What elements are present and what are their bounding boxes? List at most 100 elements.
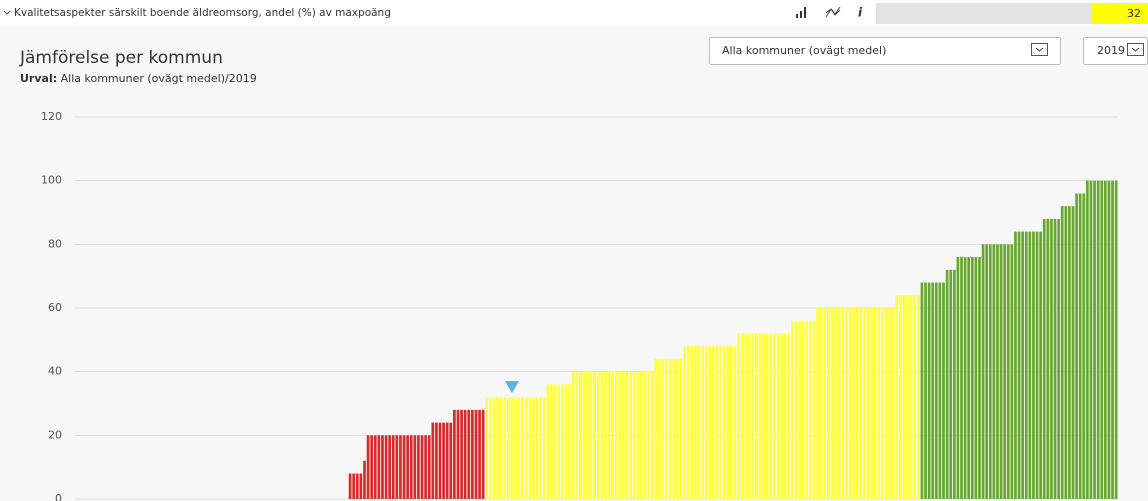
bar <box>859 308 863 499</box>
bar <box>1068 206 1071 499</box>
bar <box>798 320 802 499</box>
bar <box>355 473 359 499</box>
bar <box>366 435 370 499</box>
bar <box>640 371 643 499</box>
bar <box>758 333 762 499</box>
bar <box>1028 231 1032 499</box>
bar <box>1050 218 1053 499</box>
bar <box>1003 244 1007 499</box>
year-text: 2019 <box>1097 44 1125 57</box>
bar <box>481 409 485 499</box>
y-tick-label: 0 <box>55 492 62 501</box>
bar <box>747 333 751 499</box>
bar <box>363 460 366 499</box>
bar <box>809 320 812 499</box>
bar <box>1057 218 1060 499</box>
bar <box>934 282 938 499</box>
bar <box>834 308 837 499</box>
bar <box>927 282 931 499</box>
bar <box>524 397 528 499</box>
bar <box>445 422 449 499</box>
bar <box>981 244 985 499</box>
municipality-dropdown[interactable] <box>709 37 1061 65</box>
bar <box>1071 206 1075 499</box>
bar <box>679 358 683 499</box>
bar <box>852 308 855 499</box>
plot: 0 20 40 60 80 100 120 <box>41 110 1118 501</box>
bar <box>1100 180 1104 499</box>
bar <box>489 397 492 499</box>
bar <box>607 371 611 499</box>
y-tick-label: 100 <box>41 174 62 187</box>
bar <box>435 422 438 499</box>
bar <box>812 320 816 499</box>
bar <box>1107 180 1111 499</box>
y-tick-label: 20 <box>48 428 62 441</box>
bar <box>557 384 561 499</box>
bar <box>884 308 888 499</box>
bar <box>837 308 841 499</box>
bar <box>514 397 517 499</box>
value-track <box>876 3 1092 24</box>
bar <box>704 346 708 499</box>
bar <box>762 333 766 499</box>
bar <box>1064 206 1068 499</box>
bar <box>719 346 722 499</box>
bar <box>471 409 474 499</box>
bar <box>611 371 614 499</box>
bar <box>478 409 481 499</box>
bar <box>1096 180 1100 499</box>
bar <box>967 257 971 499</box>
bar <box>845 308 848 499</box>
selection-line: Urval: Alla kommuner (ovägt medel)/2019 <box>20 72 257 85</box>
bar <box>632 371 636 499</box>
collapse-chevron[interactable] <box>3 10 11 15</box>
bar <box>438 422 442 499</box>
bar <box>855 308 859 499</box>
bar <box>1017 231 1021 499</box>
bar <box>647 371 650 499</box>
bar <box>420 435 424 499</box>
bar <box>650 371 654 499</box>
selected-marker <box>504 381 519 394</box>
bar <box>740 333 744 499</box>
bar <box>1078 193 1082 499</box>
bar <box>751 333 755 499</box>
bar <box>431 422 435 499</box>
bar <box>589 371 593 499</box>
bar <box>517 397 521 499</box>
bar <box>697 346 701 499</box>
line-chart-icon[interactable] <box>825 6 841 18</box>
bar <box>870 308 873 499</box>
bar <box>1010 244 1014 499</box>
bar <box>384 435 388 499</box>
bar <box>586 371 589 499</box>
bar <box>596 371 600 499</box>
bar <box>456 409 460 499</box>
bar <box>960 257 963 499</box>
bar <box>1053 218 1057 499</box>
bar <box>510 397 514 499</box>
bar <box>830 308 834 499</box>
bar <box>726 346 730 499</box>
bar <box>776 333 780 499</box>
bar <box>1114 180 1118 499</box>
bar-chart-icon[interactable] <box>796 7 806 18</box>
bar <box>963 257 967 499</box>
bar <box>783 333 787 499</box>
info-icon[interactable]: i <box>858 6 863 20</box>
dropdown-text: Alla kommuner (ovägt medel) <box>722 44 886 57</box>
bar <box>521 397 525 499</box>
bar <box>499 397 503 499</box>
bar <box>996 244 999 499</box>
bar <box>370 435 374 499</box>
bar <box>938 282 942 499</box>
bar <box>909 295 913 499</box>
bar <box>399 435 402 499</box>
bar <box>1006 244 1010 499</box>
bar <box>916 295 920 499</box>
bar <box>942 282 945 499</box>
bar <box>409 435 413 499</box>
y-tick-label: 120 <box>41 110 62 123</box>
bar <box>888 308 891 499</box>
